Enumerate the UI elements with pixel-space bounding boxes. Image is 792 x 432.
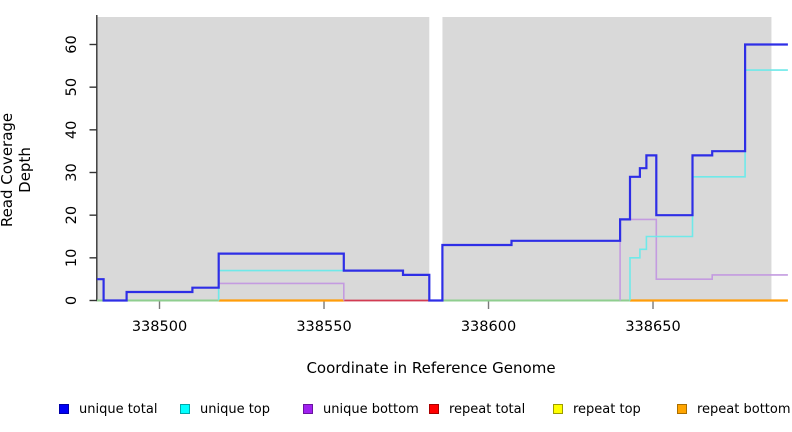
x-tick-label: 338500 bbox=[132, 319, 187, 335]
y-tick-label: 30 bbox=[64, 163, 80, 181]
x-tick-label: 338600 bbox=[461, 319, 516, 335]
legend-item-unique-top: unique top bbox=[180, 398, 270, 420]
repeat-top-swatch-icon bbox=[553, 404, 563, 414]
unique-total-swatch-icon bbox=[59, 404, 69, 414]
contig-region-rect bbox=[97, 17, 430, 302]
y-tick-label: 10 bbox=[64, 249, 80, 267]
legend-item-repeat-total: repeat total bbox=[429, 398, 525, 420]
y-tick-label: 60 bbox=[64, 35, 80, 53]
y-axis-title: Read Coverage Depth bbox=[0, 112, 34, 228]
contig-region-rect bbox=[442, 17, 772, 302]
repeat-total-swatch-icon bbox=[429, 404, 439, 414]
y-tick-label: 50 bbox=[64, 78, 80, 96]
y-tick-label: 20 bbox=[64, 206, 80, 224]
y-tick-label: 0 bbox=[64, 296, 80, 305]
y-tick-label: 40 bbox=[64, 121, 80, 139]
legend-item-unique-bottom: unique bottom bbox=[303, 398, 419, 420]
legend-item-repeat-top: repeat top bbox=[553, 398, 641, 420]
repeat-bottom-swatch-icon bbox=[677, 404, 687, 414]
unique-top-swatch-icon bbox=[180, 404, 190, 414]
x-tick-label: 338650 bbox=[625, 319, 680, 335]
x-axis-title: Coordinate in Reference Genome bbox=[306, 359, 556, 377]
legend-item-unique-total: unique total bbox=[59, 398, 157, 420]
x-tick-label: 338550 bbox=[296, 319, 351, 335]
legend-item-repeat-bottom: repeat bottom bbox=[677, 398, 791, 420]
unique-bottom-swatch-icon bbox=[303, 404, 313, 414]
series-line-unique-total bbox=[97, 43, 788, 302]
chart-legend: unique total unique top unique bottom re… bbox=[0, 398, 792, 422]
